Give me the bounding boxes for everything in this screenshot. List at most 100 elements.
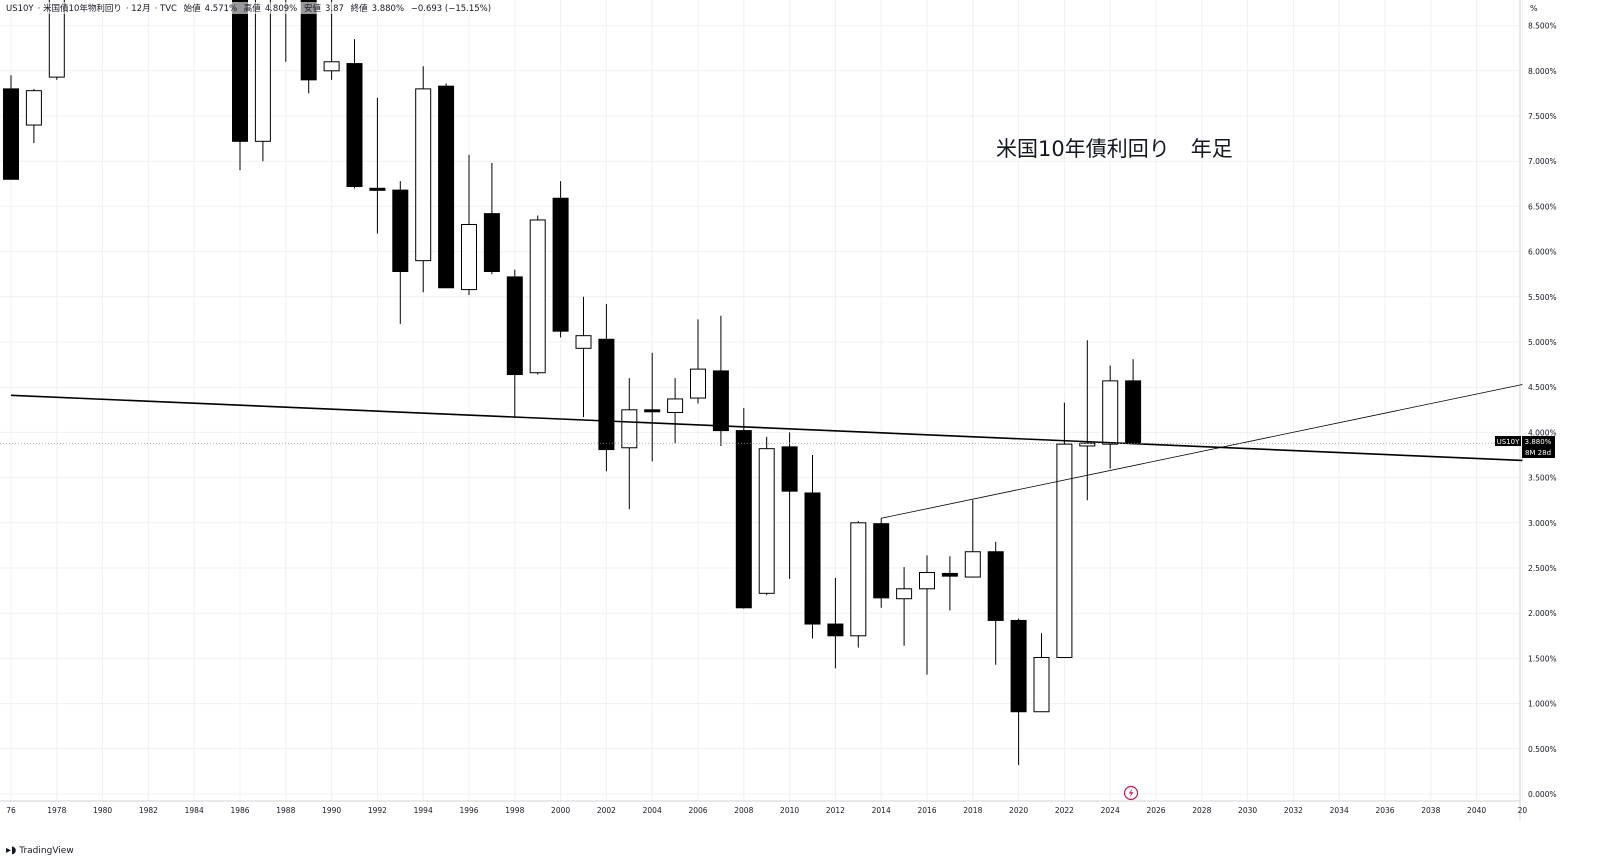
price-tick-label: 7.000% — [1528, 157, 1557, 166]
price-tick-label: 1.500% — [1528, 654, 1557, 663]
candle-body-up — [25, 90, 42, 126]
candle — [25, 88, 42, 144]
price-tick-label: 0.500% — [1528, 745, 1557, 754]
candle-body-down — [506, 276, 523, 376]
price-tick-label: 8.000% — [1528, 67, 1557, 76]
time-tick-label: 1992 — [368, 806, 387, 815]
time-tick-label: 76 — [6, 806, 16, 815]
price-tick-label: 3.000% — [1528, 519, 1557, 528]
time-tick-label: 1994 — [414, 806, 433, 815]
candle — [987, 541, 1004, 665]
time-tick-label: 1990 — [322, 806, 341, 815]
candle — [506, 269, 523, 418]
candle — [232, 0, 248, 171]
candle-body-up — [1033, 656, 1050, 713]
candle — [3, 75, 19, 180]
header-change: −0.693 (−15.15%) — [410, 4, 492, 14]
candle-body-down — [941, 572, 958, 577]
candle-body-down — [392, 189, 409, 272]
trendline — [881, 384, 1523, 519]
candle-body-up — [48, 0, 65, 78]
candle — [1033, 633, 1050, 713]
tradingview-logo[interactable]: ▸◗ TradingView — [6, 845, 74, 856]
candle-body-up — [1079, 442, 1096, 447]
candle — [873, 518, 890, 608]
price-tick-label: 7.500% — [1528, 112, 1557, 121]
candle-body-down — [804, 492, 821, 625]
candle-body-up — [758, 448, 775, 594]
candle — [461, 154, 477, 295]
time-axis: 76 1978 1980 1982 1984 1986 1988 1990 1992 1994 19… — [6, 806, 1527, 815]
price-tick-label: 2.500% — [1528, 564, 1557, 573]
candle — [483, 163, 500, 275]
price-axis: 0.000% 0.500% 1.000% 1.500% 2.000% 2.500% 3.00… — [1528, 22, 1557, 799]
time-tick-label: 1998 — [505, 806, 524, 815]
candle-body-up — [461, 223, 477, 291]
time-tick-label: 2030 — [1238, 806, 1257, 815]
time-tick-label: 1984 — [185, 806, 204, 815]
candle-body-up — [529, 219, 546, 374]
time-tick-label: 2036 — [1375, 806, 1394, 815]
candle-body-down — [873, 523, 890, 599]
candle-body-up — [1102, 380, 1119, 445]
time-tick-label: 2012 — [826, 806, 845, 815]
candle — [712, 315, 729, 446]
candle — [621, 378, 638, 510]
header-low-label: 安値 — [303, 4, 321, 14]
price-tick-label: 5.500% — [1528, 293, 1557, 302]
price-tick-label: 5.000% — [1528, 338, 1557, 347]
header-high: 4.809% — [264, 4, 298, 14]
candle-body-down — [598, 338, 615, 451]
candle-body-down — [300, 0, 317, 81]
header-close: 3.880% — [371, 4, 405, 14]
time-tick-label: 1980 — [93, 806, 112, 815]
candle — [392, 181, 409, 324]
time-tick-label: 1988 — [276, 806, 295, 815]
candle-body-up — [690, 368, 706, 399]
candle-body-down — [1010, 619, 1027, 713]
candle-body-up — [621, 409, 638, 449]
time-tick-label: 2018 — [963, 806, 982, 815]
candle-body-up — [254, 0, 271, 142]
time-tick-label: 1996 — [459, 806, 478, 815]
candle — [1125, 359, 1142, 445]
candle-body-down — [346, 63, 363, 188]
header-low: 3.87 — [324, 4, 344, 14]
candle-body-down — [232, 0, 248, 142]
candle — [758, 436, 775, 596]
time-tick-label: 2000 — [551, 806, 570, 815]
time-tick-label: 2010 — [780, 806, 799, 815]
candle — [919, 555, 935, 675]
time-tick-label: 2002 — [597, 806, 616, 815]
candle — [804, 455, 821, 639]
time-tick-label: 1978 — [47, 806, 66, 815]
candle — [1056, 402, 1073, 658]
candle-body-up — [919, 572, 935, 590]
price-tick-label: 6.000% — [1528, 248, 1557, 257]
time-tick-label: 2026 — [1146, 806, 1165, 815]
time-tick-label: 2006 — [688, 806, 707, 815]
lightning-icon[interactable] — [1123, 785, 1139, 801]
candle — [285, 0, 287, 62]
candle — [575, 296, 592, 418]
tradingview-brand: TradingView — [19, 845, 74, 856]
chart-header-legend: US10Y · 米国債10年物利回り · 12月 · TVC 始値 4.571% 高値 4… — [6, 2, 496, 14]
price-tick-label: 4.500% — [1528, 383, 1557, 392]
candle — [690, 319, 706, 404]
candle-body-down — [1125, 380, 1142, 444]
candle — [1102, 365, 1119, 469]
candle-body-down — [712, 370, 729, 432]
candle-body-up — [575, 335, 592, 349]
price-tick-label: 2.000% — [1528, 609, 1557, 618]
candle-body-down — [827, 623, 844, 637]
candle — [48, 0, 65, 80]
tradingview-logo-icon: ▸◗ — [6, 845, 17, 856]
badge-price: 3.880% — [1525, 438, 1552, 446]
time-tick-label: 2032 — [1284, 806, 1303, 815]
time-tick-label: 2034 — [1330, 806, 1349, 815]
candle — [438, 83, 455, 289]
candle-body-down — [735, 430, 752, 609]
trendlines — [10, 384, 1523, 519]
price-tick-label: 3.500% — [1528, 474, 1557, 483]
